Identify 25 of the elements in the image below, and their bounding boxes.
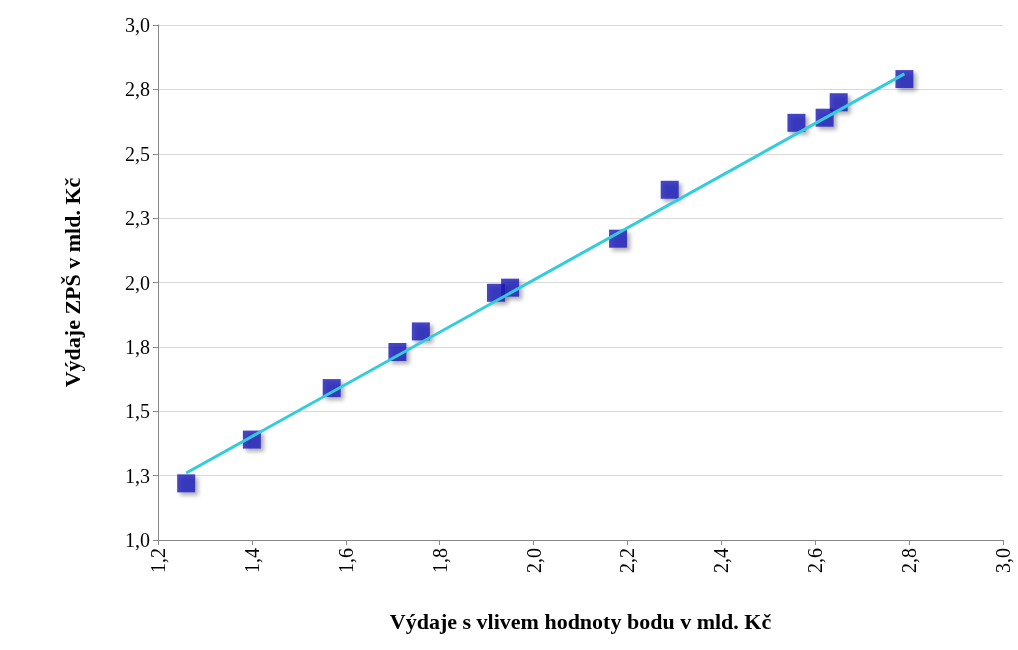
y-tick-label: 2,8: [125, 78, 150, 101]
y-tick-label: 2,5: [125, 142, 150, 165]
y-tick-label: 1,3: [125, 464, 150, 487]
y-tick-label: 1,5: [125, 400, 150, 423]
y-tick-label: 2,0: [125, 271, 150, 294]
x-tick-label: 2,8: [898, 548, 921, 573]
y-tick-label: 1,0: [125, 529, 150, 551]
x-tick-label: 2,6: [804, 548, 827, 573]
x-tick-label: 2,0: [522, 548, 545, 573]
x-tick-label: 1,2: [147, 548, 169, 573]
y-tick-label: 1,8: [125, 335, 150, 358]
point: [177, 474, 196, 493]
x-tick-label: 2,4: [710, 548, 733, 573]
x-tick-label: 3,0: [992, 548, 1014, 573]
x-tick-label: 2,2: [616, 548, 639, 573]
x-tick-label: 1,8: [428, 548, 451, 573]
point: [411, 322, 430, 341]
x-tick-label: 1,4: [240, 548, 263, 573]
y-tick-label: 3,0: [125, 14, 150, 36]
x-axis-title: Výdaje s vlivem hodnoty bodu v mld. Kč: [389, 608, 772, 634]
point: [660, 180, 679, 199]
y-axis-title: Výdaje ZPŠ v mld. Kč: [59, 177, 85, 388]
y-tick-label: 2,3: [125, 207, 150, 230]
x-tick-label: 1,6: [334, 548, 357, 573]
point: [787, 113, 806, 132]
